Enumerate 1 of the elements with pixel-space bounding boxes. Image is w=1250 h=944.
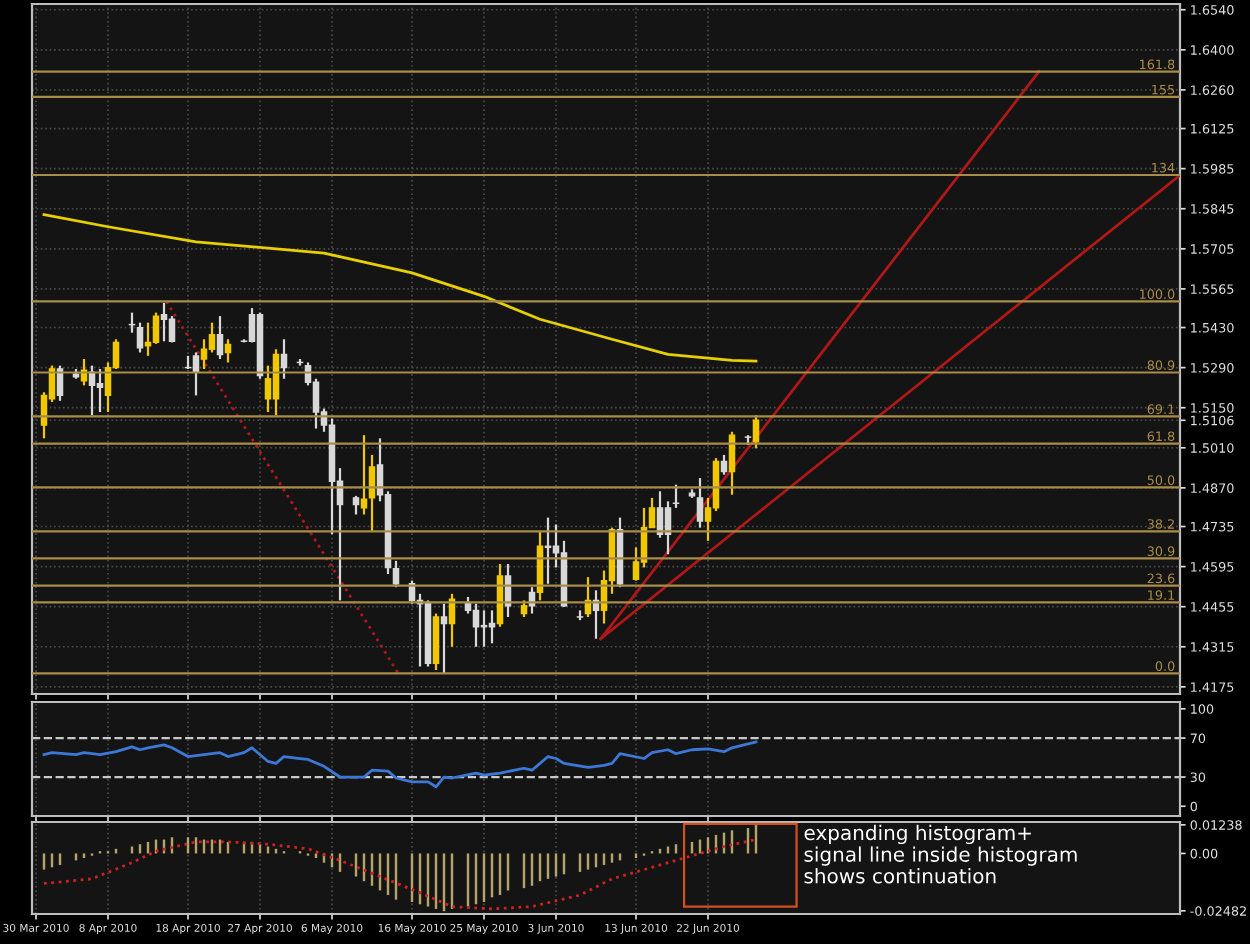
annotation: expanding histogram+ signal line inside histogram shows continuation — [804, 824, 1077, 884]
